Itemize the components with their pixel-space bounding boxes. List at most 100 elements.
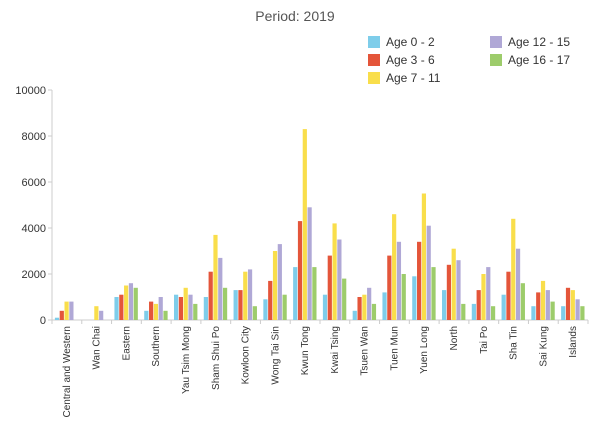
bar-age12-15-central-and-western[interactable] <box>69 301 74 320</box>
bar-age3-6-kowloon-city[interactable] <box>238 290 243 320</box>
bar-age7-11-islands[interactable] <box>570 290 575 320</box>
bar-age7-11-sham-shui-po[interactable] <box>213 234 218 320</box>
bar-age16-17-southern[interactable] <box>163 310 168 320</box>
bar-age7-11-wan-chai[interactable] <box>94 306 99 320</box>
bar-age12-15-sai-kung[interactable] <box>545 290 550 320</box>
bar-age16-17-sham-shui-po[interactable] <box>222 287 228 320</box>
bar-age7-11-sha-tin[interactable] <box>511 218 516 320</box>
bar-age7-11-yau-tsim-mong[interactable] <box>183 287 188 320</box>
bar-age7-11-north[interactable] <box>451 248 456 320</box>
bar-age0-2-tuen-mun[interactable] <box>382 292 387 320</box>
bar-age16-17-north[interactable] <box>461 303 466 320</box>
bar-age3-6-north[interactable] <box>446 264 451 320</box>
bar-age16-17-kwai-tsing[interactable] <box>342 278 347 320</box>
legend-item-age-3-6[interactable]: Age 3 - 6 <box>368 52 435 68</box>
bar-age0-2-kwun-tong[interactable] <box>293 267 298 320</box>
bar-age7-11-southern[interactable] <box>153 303 159 320</box>
bar-age0-2-islands[interactable] <box>561 306 566 320</box>
bar-age12-15-tai-po[interactable] <box>486 267 491 320</box>
x-category-label: Sai Kung <box>538 326 549 367</box>
legend-item-age-12-15[interactable]: Age 12 - 15 <box>490 34 570 50</box>
bar-age3-6-eastern[interactable] <box>119 294 124 320</box>
bar-age12-15-kwun-tong[interactable] <box>307 207 312 320</box>
legend-item-age-0-2[interactable]: Age 0 - 2 <box>368 34 435 50</box>
bar-age12-15-wan-chai[interactable] <box>99 310 104 320</box>
bar-age16-17-yuen-long[interactable] <box>431 267 436 320</box>
axis-layer <box>48 89 589 324</box>
bar-age16-17-sai-kung[interactable] <box>550 301 555 320</box>
bar-age7-11-yuen-long[interactable] <box>421 193 427 321</box>
legend-label-age-7-11: Age 7 - 11 <box>386 71 441 85</box>
bar-age3-6-yau-tsim-mong[interactable] <box>178 297 183 320</box>
bar-age3-6-sai-kung[interactable] <box>536 292 541 320</box>
bar-age0-2-tai-po[interactable] <box>471 303 476 320</box>
x-category-label: Central and Western <box>62 326 73 418</box>
bar-age16-17-tai-po[interactable] <box>490 306 496 320</box>
bar-age7-11-sai-kung[interactable] <box>540 280 546 320</box>
bar-age3-6-central-and-western[interactable] <box>59 310 64 320</box>
bar-age12-15-wong-tai-sin[interactable] <box>277 244 282 320</box>
bar-age16-17-tuen-mun[interactable] <box>401 274 406 320</box>
bar-age7-11-central-and-western[interactable] <box>64 301 69 320</box>
bar-age12-15-tsuen-wan[interactable] <box>367 287 372 320</box>
bar-age7-11-tsuen-wan[interactable] <box>362 294 367 320</box>
bar-age16-17-wong-tai-sin[interactable] <box>282 294 287 320</box>
bar-age12-15-eastern[interactable] <box>128 283 134 320</box>
bar-age12-15-southern[interactable] <box>158 297 163 320</box>
bar-age3-6-sham-shui-po[interactable] <box>208 271 213 320</box>
bar-age7-11-kwun-tong[interactable] <box>302 129 307 320</box>
bar-age12-15-islands[interactable] <box>575 299 580 320</box>
bar-age12-15-north[interactable] <box>456 260 461 320</box>
bar-age7-11-wong-tai-sin[interactable] <box>272 251 278 320</box>
bar-age16-17-sha-tin[interactable] <box>520 283 525 320</box>
bar-age0-2-central-and-western[interactable] <box>54 317 60 320</box>
bar-age0-2-southern[interactable] <box>144 310 149 320</box>
x-category-label: Wan Chai <box>92 326 103 370</box>
bar-age3-6-tai-po[interactable] <box>476 290 481 320</box>
bar-age3-6-tuen-mun[interactable] <box>387 255 392 320</box>
bar-age3-6-southern[interactable] <box>149 301 154 320</box>
bar-age0-2-sha-tin[interactable] <box>501 294 506 320</box>
legend-swatch-age-3-6 <box>368 54 380 66</box>
bar-age12-15-yau-tsim-mong[interactable] <box>188 294 193 320</box>
bar-age3-6-tsuen-wan[interactable] <box>357 297 362 320</box>
bar-age3-6-wong-tai-sin[interactable] <box>268 280 273 320</box>
bar-age7-11-tuen-mun[interactable] <box>392 214 397 320</box>
bar-age3-6-yuen-long[interactable] <box>417 241 422 320</box>
x-category-label: Wong Tai Sin <box>270 326 281 385</box>
bar-age3-6-kwun-tong[interactable] <box>297 221 303 320</box>
legend-item-age-16-17[interactable]: Age 16 - 17 <box>490 52 570 68</box>
bar-age0-2-eastern[interactable] <box>114 297 119 320</box>
bar-age3-6-sha-tin[interactable] <box>506 271 511 320</box>
bar-age12-15-yuen-long[interactable] <box>426 225 431 320</box>
y-tick-label: 4000 <box>22 223 46 235</box>
bar-age0-2-north[interactable] <box>442 290 447 320</box>
bar-age0-2-kwai-tsing[interactable] <box>322 294 328 320</box>
bar-age0-2-wong-tai-sin[interactable] <box>263 299 268 320</box>
bar-age0-2-sai-kung[interactable] <box>531 306 536 320</box>
bar-age0-2-yuen-long[interactable] <box>412 276 417 320</box>
bar-age12-15-tuen-mun[interactable] <box>396 241 402 320</box>
bar-age12-15-sha-tin[interactable] <box>515 248 521 320</box>
bar-age0-2-yau-tsim-mong[interactable] <box>174 294 179 320</box>
bar-age16-17-eastern[interactable] <box>133 287 138 320</box>
bar-age7-11-tai-po[interactable] <box>481 274 486 320</box>
bar-age0-2-sham-shui-po[interactable] <box>203 297 208 320</box>
bar-age16-17-kowloon-city[interactable] <box>252 306 257 320</box>
bar-age16-17-yau-tsim-mong[interactable] <box>193 303 198 320</box>
bar-age12-15-sham-shui-po[interactable] <box>218 257 223 320</box>
x-category-label: Eastern <box>121 326 132 360</box>
bar-age0-2-tsuen-wan[interactable] <box>352 310 357 320</box>
bar-age16-17-islands[interactable] <box>580 306 585 320</box>
bar-age3-6-kwai-tsing[interactable] <box>327 255 332 320</box>
bar-age7-11-kowloon-city[interactable] <box>243 271 248 320</box>
bar-age12-15-kowloon-city[interactable] <box>247 269 253 320</box>
bar-age16-17-tsuen-wan[interactable] <box>371 303 377 320</box>
bar-age16-17-kwun-tong[interactable] <box>312 267 317 320</box>
bar-age7-11-eastern[interactable] <box>124 285 129 321</box>
bar-age3-6-islands[interactable] <box>565 287 571 320</box>
bar-age12-15-kwai-tsing[interactable] <box>337 239 342 321</box>
bar-age7-11-kwai-tsing[interactable] <box>332 223 337 320</box>
bar-age0-2-kowloon-city[interactable] <box>233 290 238 320</box>
legend-item-age-7-11[interactable]: Age 7 - 11 <box>368 70 440 86</box>
